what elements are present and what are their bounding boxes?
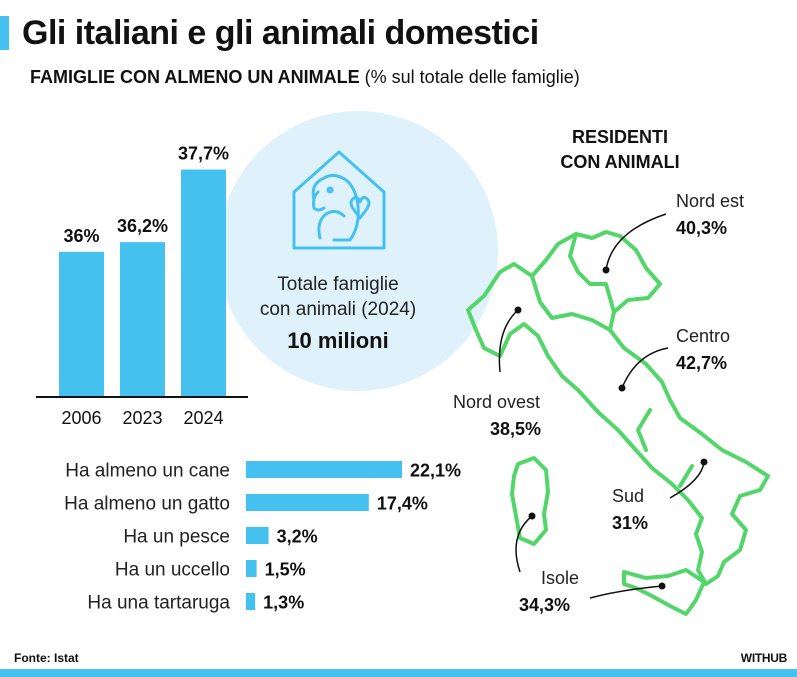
leader-isole [515,515,533,573]
source-note: Fonte: Istat [14,651,79,665]
leader-nord-est [605,213,667,271]
category-label: Ha almeno un gatto [64,494,230,515]
bar-value-label: 36,2% [117,216,168,236]
bar-value-label: 17,4% [377,494,428,514]
subtitle-main: FAMIGLIE CON ALMENO UN ANIMALE [30,67,360,87]
region-value-nord-ovest: 38,5% [490,419,542,439]
title-accent-bar [0,16,9,50]
animals-bar-chart: Ha almeno un cane 22,1% Ha almeno un gatto… [64,461,461,614]
bar-value-label: 37,7% [178,144,229,164]
brand-logo: WITHUB [740,651,788,665]
region-value-sud: 31% [612,513,649,533]
regions-divider [530,232,694,488]
map-title: RESIDENTI CON ANIMALI [560,127,680,172]
x-tick-label: 2023 [122,408,162,428]
italy-map [466,213,770,616]
subtitle: FAMIGLIE CON ALMENO UN ANIMALE (% sul to… [30,67,580,88]
region-name-centro: Centro [676,326,731,346]
bar-value-label: 22,1% [410,461,461,481]
bar-5 [246,593,256,610]
summary-circle [218,111,498,391]
region-name-sud: Sud [612,486,645,506]
marker-nord-est [602,266,610,274]
bar-4 [246,560,257,577]
marker-nord-ovest [514,306,522,314]
bar-2006 [59,251,104,397]
category-label: Ha una tartaruga [87,593,230,614]
sardinia-outline [510,456,550,546]
x-tick-label: 2024 [183,408,223,428]
leader-sicily [589,585,663,599]
sicily-outline [622,568,706,616]
house-pets-icon [292,150,386,250]
bar-value-label: 1,3% [263,593,304,613]
marker-sud [700,458,708,466]
leader-centro [621,347,669,389]
category-label: Ha un uccello [115,560,230,581]
total-families-value: 10 milioni [287,328,389,353]
leader-nord-ovest [498,309,519,373]
leader-sud [669,461,705,499]
bar-2023 [120,242,165,397]
bottom-accent-bar [0,669,797,677]
region-name-isole: Isole [541,568,580,588]
marker-sardinia [528,512,536,520]
region-name-nord-est: Nord est [676,191,745,211]
families-bar-chart: 36% 2006 36,2% 2023 37,7% 2024 [36,144,248,428]
x-tick-label: 2006 [61,408,101,428]
bar-value-label: 1,5% [265,560,306,580]
bar-value-label: 36% [63,226,99,246]
region-value-isole: 34,3% [519,595,571,615]
total-families-label: Totale famiglie con animali (2024) [259,274,417,320]
region-value-nord-est: 40,3% [676,218,728,238]
bar-3 [246,527,269,544]
bar-1 [246,461,402,478]
region-value-centro: 42,7% [676,353,728,373]
bar-2 [246,494,369,511]
category-label: Ha un pesce [123,527,230,548]
category-label: Ha almeno un cane [65,461,230,482]
mainland-outline [466,230,770,586]
bar-value-label: 3,2% [277,527,318,547]
bar-2024 [181,169,226,397]
page-title: Gli italiani e gli animali domestici [22,14,539,52]
marker-centro [618,384,626,392]
subtitle-note: (% sul totale delle famiglie) [364,67,580,87]
region-name-nord-ovest: Nord ovest [453,392,541,412]
marker-sicily [658,582,666,590]
